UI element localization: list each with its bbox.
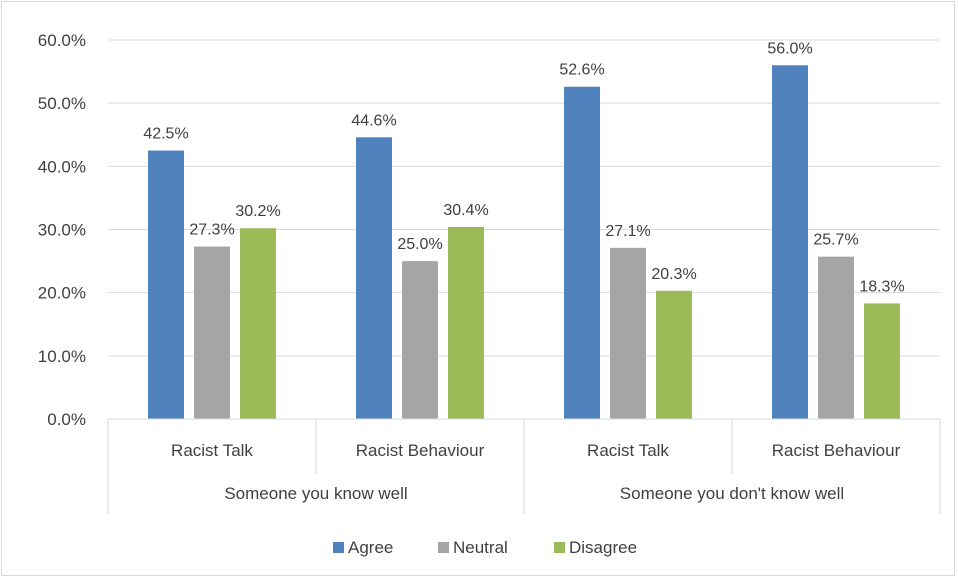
bar-agree	[772, 65, 808, 420]
bar-agree	[356, 137, 392, 419]
data-label: 18.3%	[859, 278, 904, 295]
data-label: 30.2%	[235, 203, 280, 220]
y-tick-label: 40.0%	[38, 157, 86, 176]
legend-swatch-agree	[333, 542, 344, 553]
data-label: 27.3%	[189, 222, 234, 239]
y-tick-label: 30.0%	[38, 221, 86, 240]
bar-disagree	[448, 226, 484, 419]
data-label: 20.3%	[651, 266, 696, 283]
x-category-label: Racist Talk	[171, 441, 253, 460]
bar-neutral	[610, 247, 646, 419]
data-label: 25.0%	[397, 236, 442, 253]
bar-agree	[564, 86, 600, 419]
y-tick-label: 20.0%	[38, 284, 86, 303]
x-category-label: Racist Behaviour	[772, 441, 901, 460]
legend-swatch-disagree	[554, 542, 565, 553]
data-label: 27.1%	[605, 223, 650, 240]
bars	[148, 65, 900, 420]
bar-agree	[148, 150, 184, 419]
y-axis: 0.0% 10.0% 20.0% 30.0% 40.0% 50.0% 60.0%	[38, 31, 86, 429]
legend-label: Neutral	[453, 538, 508, 557]
bar-disagree	[864, 303, 900, 419]
bar-neutral	[194, 246, 230, 419]
y-tick-label: 60.0%	[38, 31, 86, 50]
data-label: 30.4%	[443, 202, 488, 219]
data-label: 44.6%	[351, 112, 396, 129]
legend-label: Agree	[348, 538, 393, 557]
gridlines	[108, 39, 940, 357]
x-category-label: Racist Behaviour	[356, 441, 485, 460]
data-label: 52.6%	[559, 62, 604, 79]
data-label: 42.5%	[143, 126, 188, 143]
data-label: 56.0%	[767, 40, 812, 57]
bar-disagree	[240, 228, 276, 419]
legend-label: Disagree	[569, 538, 637, 557]
bar-neutral	[402, 261, 438, 419]
y-tick-label: 0.0%	[47, 410, 86, 429]
legend: Agree Neutral Disagree	[333, 538, 637, 557]
y-tick-label: 50.0%	[38, 94, 86, 113]
data-labels: 42.5% 44.6% 52.6% 56.0% 27.3% 25.0% 27.1% 25.7%…	[143, 40, 904, 295]
x-axis: Racist Talk Racist Behaviour Racist Talk Ra…	[107, 418, 941, 514]
x-group-label: Someone you don't know well	[620, 484, 844, 503]
bar-disagree	[656, 290, 692, 419]
bar-neutral	[818, 256, 854, 419]
data-label: 25.7%	[813, 232, 858, 249]
y-tick-label: 10.0%	[38, 347, 86, 366]
legend-swatch-neutral	[438, 542, 449, 553]
x-group-label: Someone you know well	[224, 484, 407, 503]
x-category-label: Racist Talk	[587, 441, 669, 460]
